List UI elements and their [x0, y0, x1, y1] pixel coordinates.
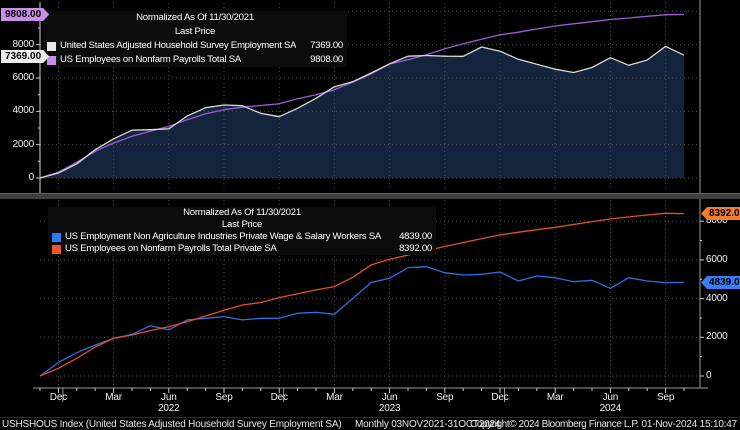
x-axis-month-label: Dec: [270, 392, 288, 403]
status-copyright-label: Copyright© 2024 Bloomberg Finance L.P.: [470, 419, 639, 430]
y-axis-label: 0: [706, 370, 712, 381]
white-series-swatch-icon: [47, 41, 56, 51]
x-axis-month-label: Sep: [656, 392, 675, 403]
series-line: [39, 45, 685, 179]
x-axis-year-label: 2022: [158, 403, 180, 414]
last-price-badge-private-payrolls: 8392.00: [701, 207, 740, 220]
x-axis-year-label: 2024: [599, 403, 622, 414]
series-line: [39, 266, 685, 377]
legend-series-name: United States Adjusted Household Survey …: [60, 40, 297, 51]
series-line: [39, 212, 685, 377]
bottom-panel-legend: Normalized As Of 11/30/2021 Last Price U…: [48, 207, 436, 255]
y-axis-label: 2000: [706, 331, 728, 343]
top-panel-legend: Normalized As Of 11/30/2021 Last Price U…: [43, 11, 347, 67]
legend-title: Normalized As Of 11/30/2021: [183, 207, 301, 218]
x-axis-month-label: Dec: [49, 392, 67, 403]
legend-row-household-survey[interactable]: United States Adjusted Household Survey …: [43, 39, 347, 53]
orange-series-swatch-icon: [52, 244, 61, 254]
x-axis-year-label: 2023: [378, 403, 401, 414]
blue-series-swatch-icon: [52, 232, 61, 242]
x-axis-month-label: Jun: [602, 392, 619, 403]
legend-row-private-payrolls[interactable]: US Employees on Nonfarm Payrolls Total P…: [48, 243, 436, 255]
legend-series-name: US Employment Non Agriculture Industries…: [65, 231, 382, 242]
y-axis-label: 8000: [706, 215, 728, 227]
legend-row-private-wage-salary[interactable]: US Employment Non Agriculture Industries…: [48, 231, 436, 243]
x-axis-month-label: Mar: [546, 392, 564, 403]
x-axis-month-label: Jun: [161, 392, 177, 403]
x-axis-month-label: Sep: [436, 392, 454, 403]
purple-series-swatch-icon: [47, 55, 56, 65]
x-axis-month-label: Dec: [491, 392, 509, 403]
y-axis-label: 8000: [12, 38, 35, 50]
y-axis-label: 4000: [706, 292, 728, 304]
x-axis-month-label: Jun: [381, 392, 398, 403]
y-axis-label: 6000: [706, 253, 728, 265]
legend-subtitle: Last Price: [221, 219, 263, 230]
legend-series-value: 4839.00: [399, 231, 432, 242]
y-axis-label: 6000: [12, 72, 35, 83]
legend-series-value: 8392.00: [399, 243, 432, 254]
panel-separator[interactable]: [0, 193, 740, 199]
area-fill: [40, 46, 684, 178]
legend-series-value: 9808.00: [310, 54, 343, 65]
legend-title: Normalized As Of 11/30/2021: [136, 12, 254, 23]
legend-series-name: US Employees on Nonfarm Payrolls Total S…: [60, 54, 241, 65]
y-axis-label: 4000: [12, 105, 35, 117]
status-bar-divider: [0, 417, 740, 418]
status-periodicity-label: Monthly 03NOV2021-31OCT2024: [355, 419, 501, 430]
status-instrument-label: USHSHOUS Index (United States Adjusted H…: [2, 419, 342, 430]
last-price-badge-private-wage-salary: 4839.00: [701, 276, 740, 289]
last-price-badge-household-survey: 7369.00: [1, 50, 49, 63]
legend-series-value: 7369.00: [310, 40, 343, 51]
status-bar: USHSHOUS Index (United States Adjusted H…: [0, 419, 740, 430]
legend-series-name: US Employees on Nonfarm Payrolls Total P…: [65, 243, 277, 254]
x-axis-month-label: Mar: [326, 392, 343, 403]
x-axis-month-label: Sep: [215, 392, 233, 403]
x-axis-month-label: Mar: [105, 392, 122, 403]
last-price-badge-nonfarm-total: 9808.00: [1, 8, 49, 21]
y-axis-label: 0: [28, 172, 35, 183]
legend-subtitle: Last Price: [174, 26, 216, 37]
y-axis-label: 2000: [12, 138, 35, 150]
legend-row-nonfarm-total[interactable]: US Employees on Nonfarm Payrolls Total S…: [43, 53, 347, 67]
status-timestamp-label: 01-Nov-2024 15:10:47: [641, 419, 737, 430]
